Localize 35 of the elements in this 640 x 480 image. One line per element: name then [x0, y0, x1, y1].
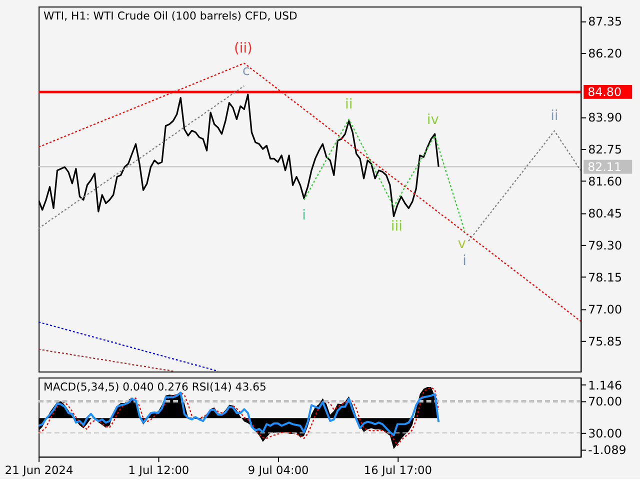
annotation: v [458, 236, 466, 252]
annotation: iv [426, 112, 439, 128]
y-tick-label: 78.15 [588, 270, 622, 284]
ref-line-label: 82.11 [588, 160, 622, 174]
annotation: ii [550, 108, 558, 124]
y-tick-label: 82.75 [588, 142, 622, 156]
line-series [38, 85, 245, 229]
y-tick-label: 77.00 [588, 302, 622, 316]
line-series [38, 321, 219, 372]
y-tick-label: 79.30 [588, 238, 622, 252]
y-tick-label: 75.85 [588, 334, 622, 348]
y-tick-label: 80.45 [588, 206, 622, 220]
y-tick-label: 83.90 [588, 110, 622, 124]
line-series [38, 348, 174, 372]
ref-line-label: 84.80 [588, 84, 622, 99]
annotation: c [242, 63, 250, 80]
y2-tick-label: 30.00 [588, 426, 622, 440]
annotation: (ii) [234, 40, 252, 56]
annotation: iii [390, 218, 402, 234]
y-tick-label: 81.60 [588, 174, 622, 188]
x-tick-label: 16 Jul 17:00 [364, 462, 432, 477]
line-series [468, 130, 581, 242]
line-series [38, 62, 581, 322]
x-tick-label: 9 Jul 04:00 [248, 462, 309, 477]
y-tick-label: 86.20 [588, 46, 622, 60]
annotation: i [302, 208, 306, 224]
x-tick-label: 1 Jul 12:00 [128, 462, 190, 477]
y-tick-label: 1.146 [588, 378, 622, 392]
y-tick-label: -1.089 [588, 443, 626, 458]
annotation: ii [345, 96, 353, 112]
chart-title: WTI, H1: WTI Crude Oil (100 barrels) CFD, USD [44, 9, 298, 22]
x-tick-label: 21 Jun 2024 [4, 462, 74, 477]
y-tick-label: 87.35 [588, 14, 622, 28]
annotation: i [462, 252, 466, 269]
y2-tick-label: 70.00 [588, 394, 622, 409]
